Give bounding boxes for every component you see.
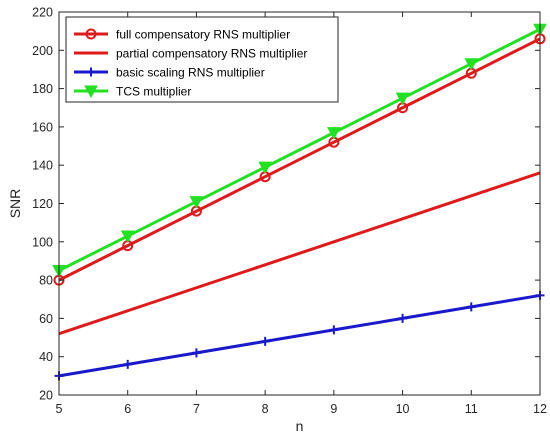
y-tick-label: 40	[39, 350, 53, 364]
x-axis-label: n	[296, 418, 304, 434]
data-point	[189, 196, 204, 209]
data-point	[258, 161, 272, 175]
plot-area	[52, 23, 547, 381]
y-axis-label: SNR	[7, 189, 23, 219]
y-tick-label: 140	[32, 159, 53, 173]
legend-label: basic scaling RNS multiplier	[116, 66, 265, 80]
x-tick-label: 11	[465, 402, 478, 416]
legend-entry-2: partial compensatory RNS multiplier	[74, 47, 307, 61]
data-point	[464, 58, 479, 71]
series-3	[54, 290, 545, 381]
y-tick-label: 100	[32, 235, 53, 249]
y-tick-label: 180	[32, 82, 53, 96]
y-tick-label: 60	[39, 312, 53, 326]
x-tick-label: 7	[193, 402, 200, 416]
legend-marker	[85, 28, 97, 40]
x-tick-label: 6	[124, 402, 131, 416]
data-point	[466, 302, 476, 312]
series-line-4	[58, 27, 541, 272]
y-tick-label: 200	[32, 44, 53, 58]
data-point	[191, 348, 201, 358]
y-tick-label: 160	[32, 120, 53, 134]
series-line-2	[58, 171, 541, 336]
x-tick-label: 10	[396, 402, 410, 416]
legend-box	[65, 16, 339, 103]
legend-entry-3: basic scaling RNS multiplier	[74, 66, 265, 80]
data-point	[260, 336, 270, 346]
data-point	[327, 127, 341, 140]
legend-label: partial compensatory RNS multiplier	[116, 47, 307, 61]
data-point	[329, 325, 339, 335]
legend-marker	[86, 67, 96, 77]
y-tick-label: 80	[39, 274, 53, 288]
legend-label: full compensatory RNS multiplier	[116, 28, 290, 42]
series-2	[58, 171, 541, 336]
y-tick-label: 20	[39, 389, 53, 403]
series-line-1	[58, 37, 541, 282]
y-tick-label: 220	[32, 6, 53, 20]
axes: 5 6 7 8 9 10 11 12 20 40 60 80 100 120 140 160 180 200 220	[32, 6, 547, 417]
x-tick-label: 12	[533, 402, 547, 416]
legend: full compensatory RNS multiplier partial …	[65, 16, 339, 103]
legend-label: TCS multiplier	[116, 85, 191, 99]
data-point	[398, 313, 408, 323]
legend-marker	[84, 85, 98, 99]
x-tick-label: 8	[262, 402, 269, 416]
y-tick-label: 120	[32, 197, 53, 211]
series-line-3	[58, 293, 541, 378]
legend-entry-1: full compensatory RNS multiplier	[74, 28, 290, 42]
legend-entry-4: TCS multiplier	[74, 85, 191, 99]
x-tick-label: 9	[330, 402, 337, 416]
data-point	[123, 359, 133, 369]
data-point	[120, 230, 135, 244]
data-point	[395, 92, 410, 106]
x-tick-label: 5	[56, 402, 63, 416]
